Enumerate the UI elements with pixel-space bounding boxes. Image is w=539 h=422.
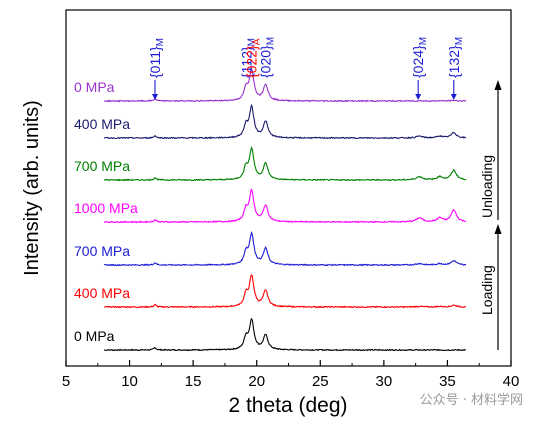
peak-annotations: {011}M {112}M{022}A{020}M {024}M {132}M xyxy=(147,37,465,100)
series-line xyxy=(103,274,466,309)
peak-label: {112}M xyxy=(239,38,258,78)
series-label: 700 MPa xyxy=(74,243,130,259)
annotation-arrow-head xyxy=(450,94,457,100)
peak-label: {020}M xyxy=(258,37,277,78)
peak-annotation: {132}M xyxy=(446,37,465,100)
series-label: 400 MPa xyxy=(74,116,130,132)
loading-label: Loading xyxy=(479,265,495,315)
series-line xyxy=(103,67,467,103)
watermark: 公众号 · 材料学网 xyxy=(419,393,523,408)
x-tick-label: 15 xyxy=(185,373,202,390)
peak-annotation: {011}M xyxy=(147,38,166,100)
series-line xyxy=(103,230,467,267)
series-label: 0 MPa xyxy=(74,328,115,344)
peak-annotation: {024}M xyxy=(410,37,429,100)
x-axis: 5 10 15 20 25 30 35 40 xyxy=(62,360,520,390)
series-label: 400 MPa xyxy=(74,285,130,301)
peak-label-subscript: M xyxy=(155,38,166,46)
x-tick-label: 10 xyxy=(121,373,138,390)
peak-label-subscript: M xyxy=(418,37,429,45)
peak-annotation: {020}M xyxy=(258,37,277,78)
series-line xyxy=(103,103,467,140)
peak-label: {024}M xyxy=(410,37,429,78)
x-tick-label: 5 xyxy=(62,373,70,390)
x-tick-label: 25 xyxy=(312,373,329,390)
peak-label: {022}A xyxy=(244,38,263,78)
peak-label: {132}M xyxy=(446,37,465,78)
x-axis-title: 2 theta (deg) xyxy=(228,394,347,417)
series-line xyxy=(103,145,467,182)
x-tick-label: 35 xyxy=(439,373,456,390)
series-label: 0 MPa xyxy=(74,79,115,95)
unloading-label: Unloading xyxy=(479,155,495,218)
y-axis-title: Intensity (arb. units) xyxy=(21,100,43,276)
series-label: 700 MPa xyxy=(74,158,130,174)
series-label: 1000 MPa xyxy=(74,200,138,216)
peak-label-subscript: A xyxy=(252,38,263,45)
series-line xyxy=(104,317,467,352)
loading-arrow-head xyxy=(494,224,502,234)
series-line xyxy=(103,188,467,224)
plot-frame xyxy=(65,9,512,367)
series-group xyxy=(103,67,467,352)
peak-label-subscript: M xyxy=(454,37,465,45)
x-tick-label: 40 xyxy=(503,373,520,390)
peak-label-subscript: M xyxy=(266,37,277,45)
process-arrows: Loading Unloading xyxy=(479,80,502,350)
series-labels: 0 MPa 400 MPa 700 MPa 1000 MPa 700 MPa 400 MP… xyxy=(74,79,138,344)
peak-annotation: {112}M xyxy=(239,38,258,78)
annotation-arrow-head xyxy=(152,94,158,100)
annotation-arrow-head xyxy=(415,94,422,100)
peak-label-subscript: M xyxy=(247,38,258,46)
x-tick-label: 30 xyxy=(376,373,393,390)
unloading-arrow-head xyxy=(494,80,502,90)
peak-annotation: {022}A xyxy=(244,38,263,78)
x-tick-label: 20 xyxy=(248,373,265,390)
peak-label: {011}M xyxy=(147,38,166,78)
